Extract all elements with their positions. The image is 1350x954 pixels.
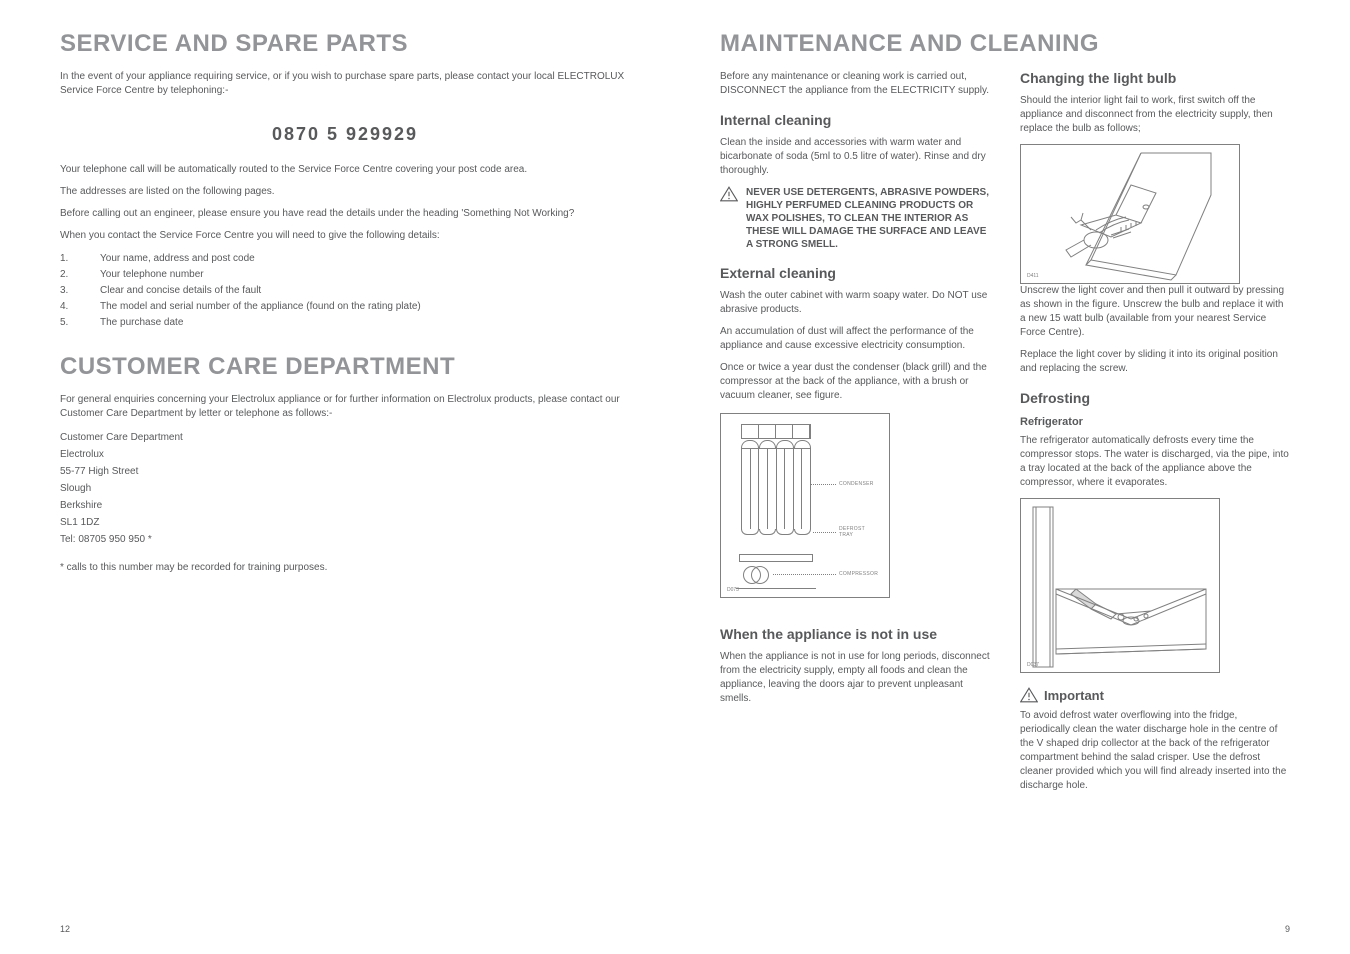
service-list: 1.Your name, address and post code 2.You… xyxy=(60,251,630,331)
internal-p1: Clean the inside and accessories with wa… xyxy=(720,136,990,178)
customer-intro: For general enquiries concerning your El… xyxy=(60,393,630,421)
defrost-p1: The refrigerator automatically defrosts … xyxy=(1020,434,1290,490)
bulb-p3: Replace the light cover by sliding it in… xyxy=(1020,348,1290,376)
left-page: SERVICE AND SPARE PARTS In the event of … xyxy=(40,30,690,934)
bulb-p2: Unscrew the light cover and then pull it… xyxy=(1020,284,1290,340)
list-item: 3.Clear and concise details of the fault xyxy=(60,283,630,299)
defrost-heading: Defrosting xyxy=(1020,390,1290,406)
diagram-id: D411 xyxy=(1027,273,1039,279)
service-p3: Before calling out an engineer, please e… xyxy=(60,207,630,221)
list-item: 5.The purchase date xyxy=(60,315,630,331)
internal-heading: Internal cleaning xyxy=(720,112,990,128)
external-p2: An accumulation of dust will affect the … xyxy=(720,325,990,353)
list-item: 4.The model and serial number of the app… xyxy=(60,299,630,315)
external-heading: External cleaning xyxy=(720,265,990,281)
service-title: SERVICE AND SPARE PARTS xyxy=(60,30,630,58)
customer-title: CUSTOMER CARE DEPARTMENT xyxy=(60,353,630,381)
label-defrost: DEFROSTTRAY xyxy=(839,527,865,538)
service-p2: The addresses are listed on the followin… xyxy=(60,185,630,199)
phone-number: 0870 5 929929 xyxy=(60,124,630,145)
addr-line: Slough xyxy=(60,480,630,497)
addr-line: 55-77 High Street xyxy=(60,463,630,480)
right-page: MAINTENANCE AND CLEANING Before any main… xyxy=(690,30,1310,934)
list-item: 1.Your name, address and post code xyxy=(60,251,630,267)
condenser-diagram: CONDENSER DEFROSTTRAY COMPRESSOR D073 xyxy=(720,413,890,598)
service-intro: In the event of your appliance requiring… xyxy=(60,70,630,98)
addr-line: SL1 1DZ xyxy=(60,514,630,531)
addr-line: Electrolux xyxy=(60,446,630,463)
defrost-p2: To avoid defrost water overflowing into … xyxy=(1020,709,1290,793)
diagram-id: D073 xyxy=(727,587,739,593)
warning-text: NEVER USE DETERGENTS, ABRASIVE POWDERS, … xyxy=(746,186,990,251)
notinuse-p1: When the appliance is not in use for lon… xyxy=(720,650,990,706)
list-item: 2.Your telephone number xyxy=(60,267,630,283)
label-condenser: CONDENSER xyxy=(839,481,874,487)
external-p3: Once or twice a year dust the condenser … xyxy=(720,361,990,403)
column-right: Changing the light bulb Should the inter… xyxy=(1020,70,1290,801)
bulb-heading: Changing the light bulb xyxy=(1020,70,1290,86)
important-row: Important xyxy=(1020,687,1290,703)
footnote: * calls to this number may be recorded f… xyxy=(60,562,630,573)
service-p4: When you contact the Service Force Centr… xyxy=(60,229,630,243)
addr-line: Berkshire xyxy=(60,497,630,514)
maintenance-title: MAINTENANCE AND CLEANING xyxy=(720,30,1290,58)
diagram-id: D037 xyxy=(1027,662,1039,668)
page-number-left: 12 xyxy=(60,924,630,934)
two-column-layout: Before any maintenance or cleaning work … xyxy=(720,70,1290,801)
label-compressor: COMPRESSOR xyxy=(839,571,878,577)
notinuse-heading: When the appliance is not in use xyxy=(720,626,990,642)
service-p1: Your telephone call will be automaticall… xyxy=(60,163,630,177)
address-block: Customer Care Department Electrolux 55-7… xyxy=(60,429,630,548)
column-left: Before any maintenance or cleaning work … xyxy=(720,70,990,801)
maint-intro: Before any maintenance or cleaning work … xyxy=(720,70,990,98)
external-p1: Wash the outer cabinet with warm soapy w… xyxy=(720,289,990,317)
addr-line: Customer Care Department xyxy=(60,429,630,446)
page-number-right: 9 xyxy=(720,924,1290,934)
important-label: Important xyxy=(1044,688,1104,703)
refrigerator-subheading: Refrigerator xyxy=(1020,416,1290,428)
bulb-diagram: D411 xyxy=(1020,144,1240,284)
bulb-p1: Should the interior light fail to work, … xyxy=(1020,94,1290,136)
addr-line: Tel: 08705 950 950 * xyxy=(60,531,630,548)
drain-diagram: D037 xyxy=(1020,498,1220,673)
warning-triangle-icon xyxy=(1020,687,1038,703)
warning-box: NEVER USE DETERGENTS, ABRASIVE POWDERS, … xyxy=(720,186,990,251)
warning-triangle-icon xyxy=(720,186,738,202)
